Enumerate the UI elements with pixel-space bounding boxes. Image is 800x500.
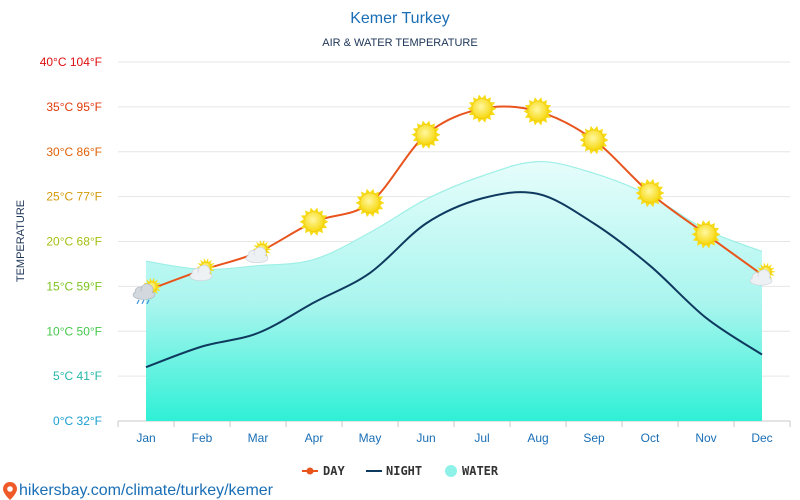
x-tick-label: Feb <box>192 431 213 445</box>
x-tick-label: Jul <box>474 431 489 445</box>
legend-item-water[interactable]: WATER <box>445 464 499 478</box>
legend-water-marker <box>445 465 457 477</box>
sun-disc <box>415 124 437 145</box>
x-tick-label: Sep <box>583 431 605 445</box>
chart-subtitle: AIR & WATER TEMPERATURE <box>322 37 477 49</box>
sun-icon <box>411 120 441 149</box>
legend-item-night[interactable]: NIGHT <box>366 464 422 478</box>
x-tick-label: Jan <box>136 431 155 445</box>
sun-disc <box>639 182 661 204</box>
legend-item-day[interactable]: DAY <box>302 464 345 478</box>
sun-icon <box>635 178 665 208</box>
legend-night-label: NIGHT <box>386 464 422 478</box>
y-tick-label: 40°C 104°F <box>40 55 102 69</box>
rain-drop <box>136 299 140 305</box>
sun-icon <box>691 220 721 249</box>
legend-day-label: DAY <box>323 464 345 478</box>
footer-url: hikersbay.com/climate/turkey/kemer <box>19 482 274 499</box>
x-tick-labels: Jan Feb Mar Apr May Jun Jul Aug Sep Oct Nov Dec <box>136 431 772 445</box>
x-tick-label: Mar <box>248 431 269 445</box>
y-tick-label: 15°C 59°F <box>46 279 102 293</box>
y-tick-label: 20°C 68°F <box>46 235 102 249</box>
sun-disc <box>583 129 605 151</box>
x-tick-label: Oct <box>641 431 660 445</box>
sun-icon <box>579 125 609 155</box>
y-tick-label: 0°C 32°F <box>53 414 102 428</box>
y-tick-label: 30°C 86°F <box>46 145 102 159</box>
legend: DAY NIGHT WATER <box>302 464 499 478</box>
y-tick-label: 25°C 77°F <box>46 190 102 204</box>
water-series <box>145 160 763 422</box>
sun-disc <box>471 98 493 119</box>
weather-icons <box>132 94 776 305</box>
cloud-sun-icon <box>245 240 272 264</box>
sun-disc <box>303 211 325 233</box>
legend-day-marker <box>306 467 314 475</box>
cloud-fill <box>134 291 154 299</box>
rain-drop <box>146 299 150 305</box>
night-series <box>145 191 763 369</box>
night-line <box>145 191 763 369</box>
x-tick-label: Dec <box>751 431 772 445</box>
location-pin-dot <box>7 486 13 492</box>
sun-icon <box>299 207 329 236</box>
cloud-sun-rain-icon <box>132 277 162 305</box>
chart-title: Kemer Turkey <box>350 10 450 27</box>
sun-icon <box>467 94 497 123</box>
sun-disc <box>527 101 549 122</box>
cloud-fill <box>751 277 771 285</box>
y-axis-label: TEMPERATURE <box>15 200 27 282</box>
x-tick-label: May <box>359 431 382 445</box>
x-tick-label: Aug <box>527 431 548 445</box>
x-tick-label: Jun <box>416 431 435 445</box>
cloud-sun-icon <box>189 258 216 282</box>
x-tick-label: Nov <box>695 431 716 445</box>
footer-link[interactable]: hikersbay.com/climate/turkey/kemer <box>3 482 274 500</box>
sun-icon <box>355 188 385 217</box>
cloud-sun-icon <box>749 262 776 286</box>
sun-disc <box>359 192 381 214</box>
sun-disc <box>695 224 717 245</box>
x-tick-label: Apr <box>305 431 324 445</box>
y-tick-label: 35°C 95°F <box>46 100 102 114</box>
water-area <box>146 161 762 422</box>
y-tick-labels: 0°C 32°F 5°C 41°F 10°C 50°F 15°C 59°F 20°C 6… <box>40 55 102 428</box>
y-tick-label: 5°C 41°F <box>53 369 102 383</box>
y-tick-label: 10°C 50°F <box>46 324 102 338</box>
sun-icon <box>523 97 553 126</box>
legend-water-label: WATER <box>462 464 499 478</box>
rain-drop <box>141 299 145 305</box>
cloud-fill <box>247 254 267 262</box>
cloud-fill <box>191 272 211 280</box>
